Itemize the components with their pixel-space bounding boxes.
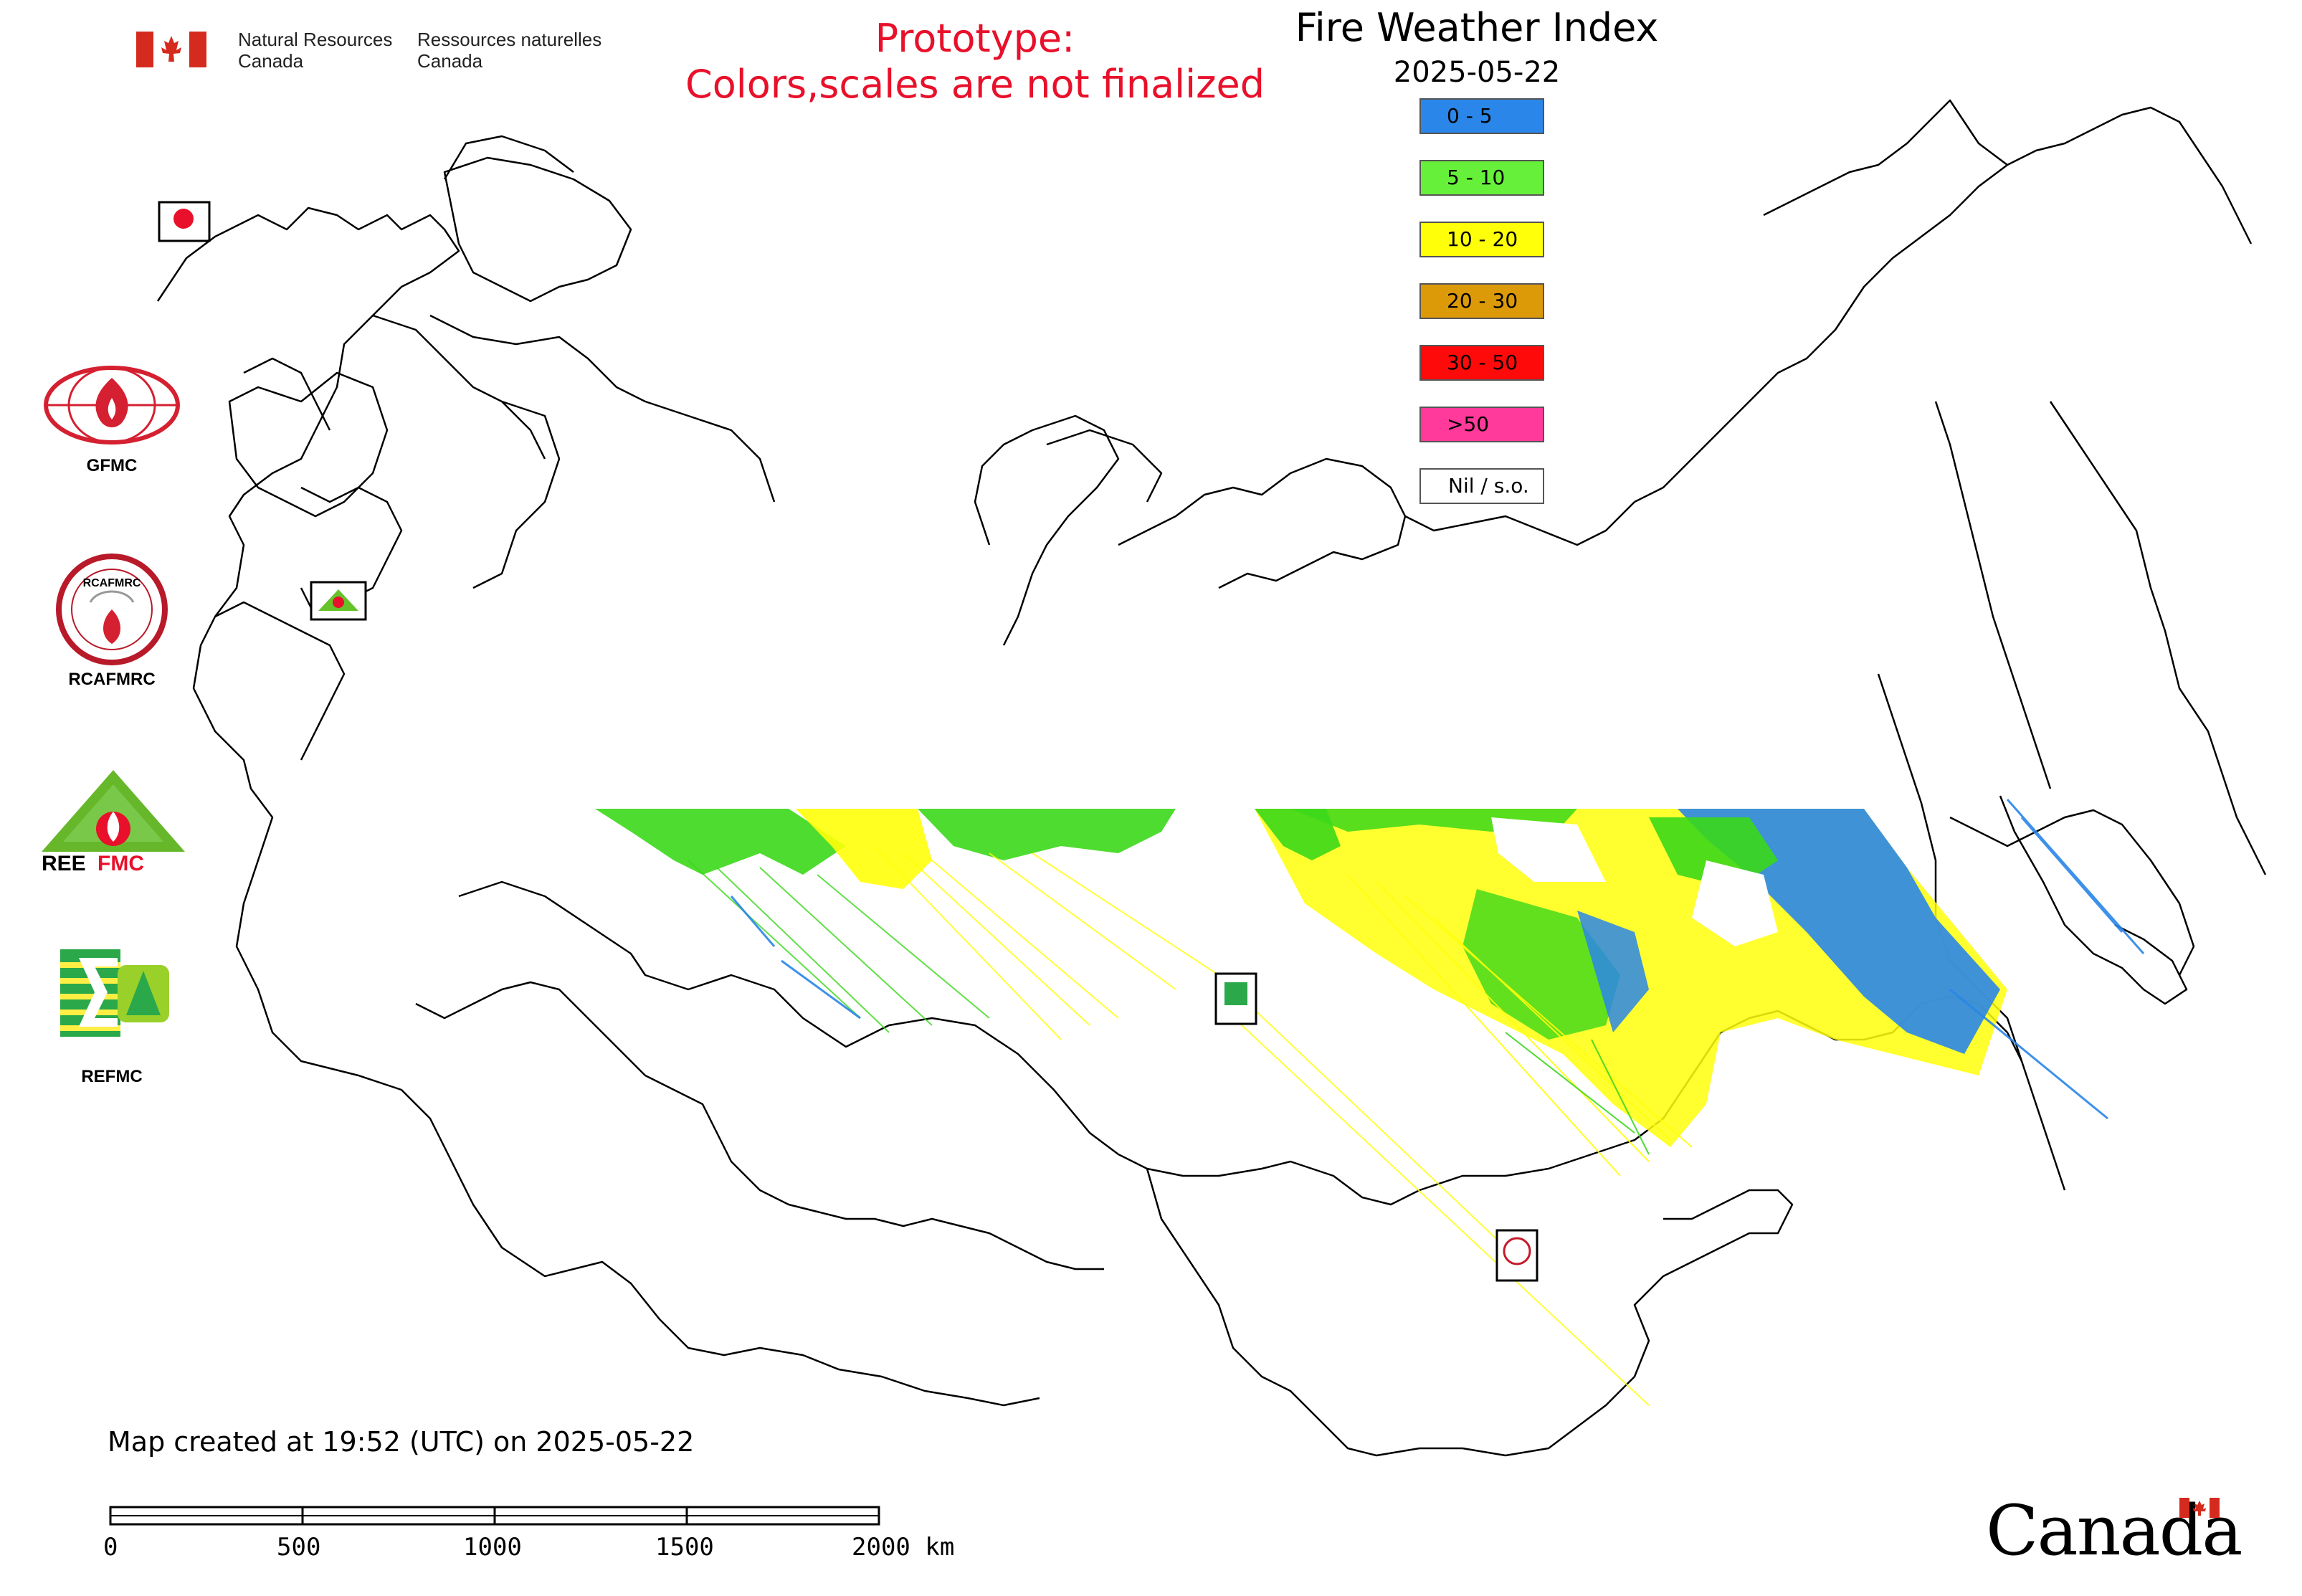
nrcan-signature: Natural Resources Canada Ressources natu… (136, 29, 609, 72)
rcafmrc-logo-icon: RCAFMRC (56, 554, 168, 665)
fwi-coverage-west (595, 809, 1650, 1406)
reefmc-logo-icon: REE FMC (42, 770, 185, 875)
prototype-notice: Prototype: Colors,scales are not finaliz… (645, 16, 1305, 108)
scale-tick-500: 500 (277, 1533, 321, 1562)
canada-wordmark-flag-icon (2179, 1498, 2220, 1518)
prototype-notice-line1: Prototype: (875, 16, 1075, 61)
scale-tick-2000: 2000 km (852, 1533, 955, 1562)
dept-fr-line2: Canada (417, 50, 483, 72)
gfmc-label: GFMC (86, 456, 138, 475)
legend-item-20-30: 20 - 30 (1419, 283, 1544, 319)
refmc-logo-icon (60, 949, 169, 1037)
svg-text:RCAFMRC: RCAFMRC (83, 577, 141, 589)
country-borders-west (156, 206, 1040, 1407)
rcafmrc-label: RCAFMRC (68, 670, 156, 689)
legend-item-nil: Nil / s.o. (1419, 468, 1544, 504)
scale-tick-1000: 1000 (463, 1533, 522, 1562)
dept-en-line2: Canada (238, 50, 304, 72)
gfmc-logo-icon (44, 366, 180, 445)
svg-text:REE: REE (42, 852, 86, 875)
scale-tick-0: 0 (103, 1533, 118, 1562)
legend-item-over-50: >50 (1419, 407, 1544, 442)
canada-flag-icon (136, 32, 206, 67)
map-markers (158, 201, 1538, 1282)
dept-en-line1: Natural Resources (238, 29, 393, 50)
dept-fr-line1: Ressources naturelles (417, 29, 602, 50)
scale-bar-graphic (109, 1506, 880, 1526)
legend-item-10-20: 10 - 20 (1419, 222, 1544, 257)
legend-item-30-50: 30 - 50 (1419, 345, 1544, 381)
map-date: 2025-05-22 (1393, 56, 1561, 89)
svg-text:FMC: FMC (97, 852, 144, 875)
legend-item-0-5: 0 - 5 (1419, 98, 1544, 134)
map-title: Fire Weather Index (1295, 5, 1659, 50)
legend-item-5-10: 5 - 10 (1419, 160, 1544, 196)
prototype-notice-line2: Colors,scales are not finalized (685, 62, 1265, 107)
scale-tick-1500: 1500 (655, 1533, 714, 1562)
fwi-coverage-east (1255, 799, 2145, 1177)
map-created-note: Map created at 19:52 (UTC) on 2025-05-22 (108, 1426, 695, 1458)
refmc-label: REFMC (81, 1067, 143, 1086)
scale-bar: 0 500 1000 1500 2000 km (103, 1504, 968, 1562)
canada-wordmark: Canada (1986, 1495, 2242, 1567)
